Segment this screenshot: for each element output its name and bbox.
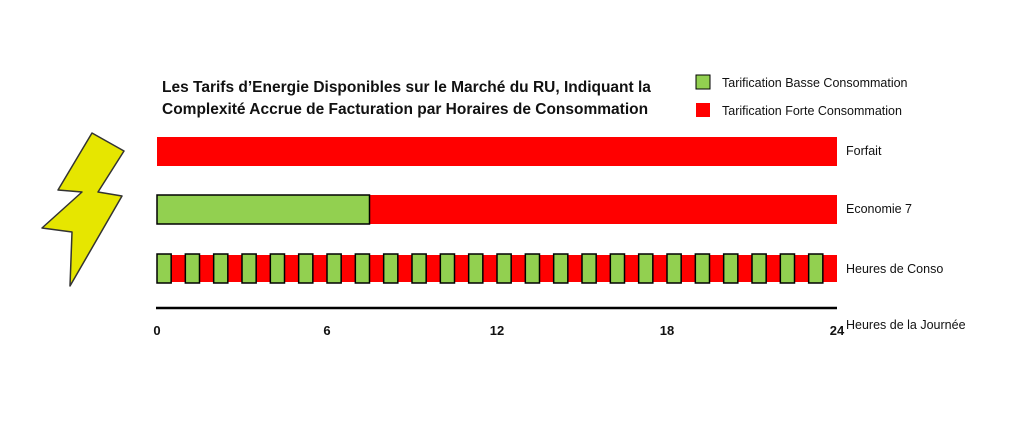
bar-heures-de-conso-high-10 bbox=[454, 255, 469, 282]
bar-heures-de-conso-high-15 bbox=[596, 255, 611, 282]
x-axis-ticks: 0 6 12 18 24 bbox=[153, 323, 845, 338]
bar-heures-de-conso-high-17 bbox=[652, 255, 667, 282]
bar-economie-7-low-0 bbox=[156, 194, 371, 225]
bar-heures-de-conso-low-0 bbox=[156, 253, 172, 284]
bar-heures-de-conso-low-22 bbox=[779, 253, 796, 284]
bar-heures-de-conso-high-14 bbox=[567, 255, 582, 282]
x-tick-label-24: 24 bbox=[830, 323, 845, 338]
bar-heures-de-conso-high-4 bbox=[284, 255, 299, 282]
bar-heures-de-conso-low-4 bbox=[269, 253, 286, 284]
bar-heures-de-conso-high-0 bbox=[171, 255, 186, 282]
legend-label-low: Tarification Basse Consommation bbox=[722, 76, 908, 90]
legend-swatch-high bbox=[696, 103, 710, 117]
x-tick-label-6: 6 bbox=[323, 323, 330, 338]
bar-heures-de-conso-high-6 bbox=[341, 255, 356, 282]
bar-heures-de-conso-high-12 bbox=[511, 255, 526, 282]
bar-heures-de-conso-high-8 bbox=[397, 255, 412, 282]
bar-heures-de-conso-low-17 bbox=[637, 253, 654, 284]
x-tick-label-12: 12 bbox=[490, 323, 504, 338]
bar-heures-de-conso-low-5 bbox=[297, 253, 314, 284]
bar-heures-de-conso-high-23 bbox=[822, 255, 837, 282]
bar-heures-de-conso-high-21 bbox=[766, 255, 781, 282]
bar-heures-de-conso-low-7 bbox=[354, 253, 371, 284]
bar-heures-de-conso-low-6 bbox=[326, 253, 342, 284]
bar-heures-de-conso-high-5 bbox=[312, 255, 327, 282]
x-tick-label-18: 18 bbox=[660, 323, 674, 338]
bar-heures-de-conso-high-3 bbox=[256, 255, 271, 282]
legend: Tarification Basse Consommation Tarifica… bbox=[695, 74, 908, 118]
legend-label-high: Tarification Forte Consommation bbox=[722, 104, 902, 118]
bar-heures-de-conso-low-23 bbox=[807, 253, 824, 284]
bar-heures-de-conso-low-14 bbox=[552, 253, 569, 284]
bar-heures-de-conso-high-7 bbox=[369, 255, 384, 282]
bar-heures-de-conso-high-19 bbox=[709, 255, 724, 282]
row-label-economie-7: Economie 7 bbox=[846, 202, 912, 216]
bar-heures-de-conso-low-10 bbox=[439, 253, 456, 284]
bar-heures-de-conso-low-21 bbox=[751, 253, 767, 284]
bar-heures-de-conso-low-18 bbox=[666, 253, 682, 284]
bar-forfait-high-0 bbox=[157, 137, 837, 166]
bar-heures-de-conso-low-20 bbox=[722, 253, 739, 284]
bar-heures-de-conso-high-11 bbox=[482, 255, 497, 282]
bar-heures-de-conso-low-15 bbox=[581, 253, 597, 284]
bar-heures-de-conso-high-20 bbox=[737, 255, 752, 282]
bar-heures-de-conso-low-8 bbox=[382, 253, 399, 284]
bar-heures-de-conso-high-9 bbox=[426, 255, 441, 282]
bar-heures-de-conso-low-3 bbox=[241, 253, 257, 284]
bar-heures-de-conso-high-13 bbox=[539, 255, 554, 282]
bar-heures-de-conso-high-16 bbox=[624, 255, 639, 282]
bar-heures-de-conso-low-2 bbox=[212, 253, 229, 284]
bar-heures-de-conso-low-12 bbox=[496, 253, 512, 284]
bar-economie-7-high-0 bbox=[369, 195, 837, 224]
bar-heures-de-conso-high-22 bbox=[794, 255, 809, 282]
bars-group bbox=[156, 137, 837, 284]
chart-title-line-2: Complexité Accrue de Facturation par Hor… bbox=[162, 101, 648, 118]
x-tick-label-0: 0 bbox=[153, 323, 160, 338]
bar-heures-de-conso-low-11 bbox=[467, 253, 484, 284]
bar-heures-de-conso-high-2 bbox=[227, 255, 242, 282]
chart-title-line-1: Les Tarifs d’Energie Disponibles sur le … bbox=[162, 79, 651, 96]
row-label-forfait: Forfait bbox=[846, 144, 882, 158]
row-label-heures-de-conso: Heures de Conso bbox=[846, 262, 943, 276]
bar-heures-de-conso-low-1 bbox=[184, 253, 201, 284]
bar-heures-de-conso-high-18 bbox=[681, 255, 696, 282]
lightning-bolt-icon bbox=[41, 132, 125, 287]
bar-heures-de-conso-low-9 bbox=[411, 253, 427, 284]
bar-heures-de-conso-low-16 bbox=[609, 253, 626, 284]
bar-heures-de-conso-low-13 bbox=[524, 253, 541, 284]
legend-swatch-low bbox=[695, 74, 711, 90]
x-axis-label: Heures de la Journée bbox=[846, 318, 966, 332]
bar-heures-de-conso-low-19 bbox=[694, 253, 711, 284]
bar-heures-de-conso-high-1 bbox=[199, 255, 214, 282]
